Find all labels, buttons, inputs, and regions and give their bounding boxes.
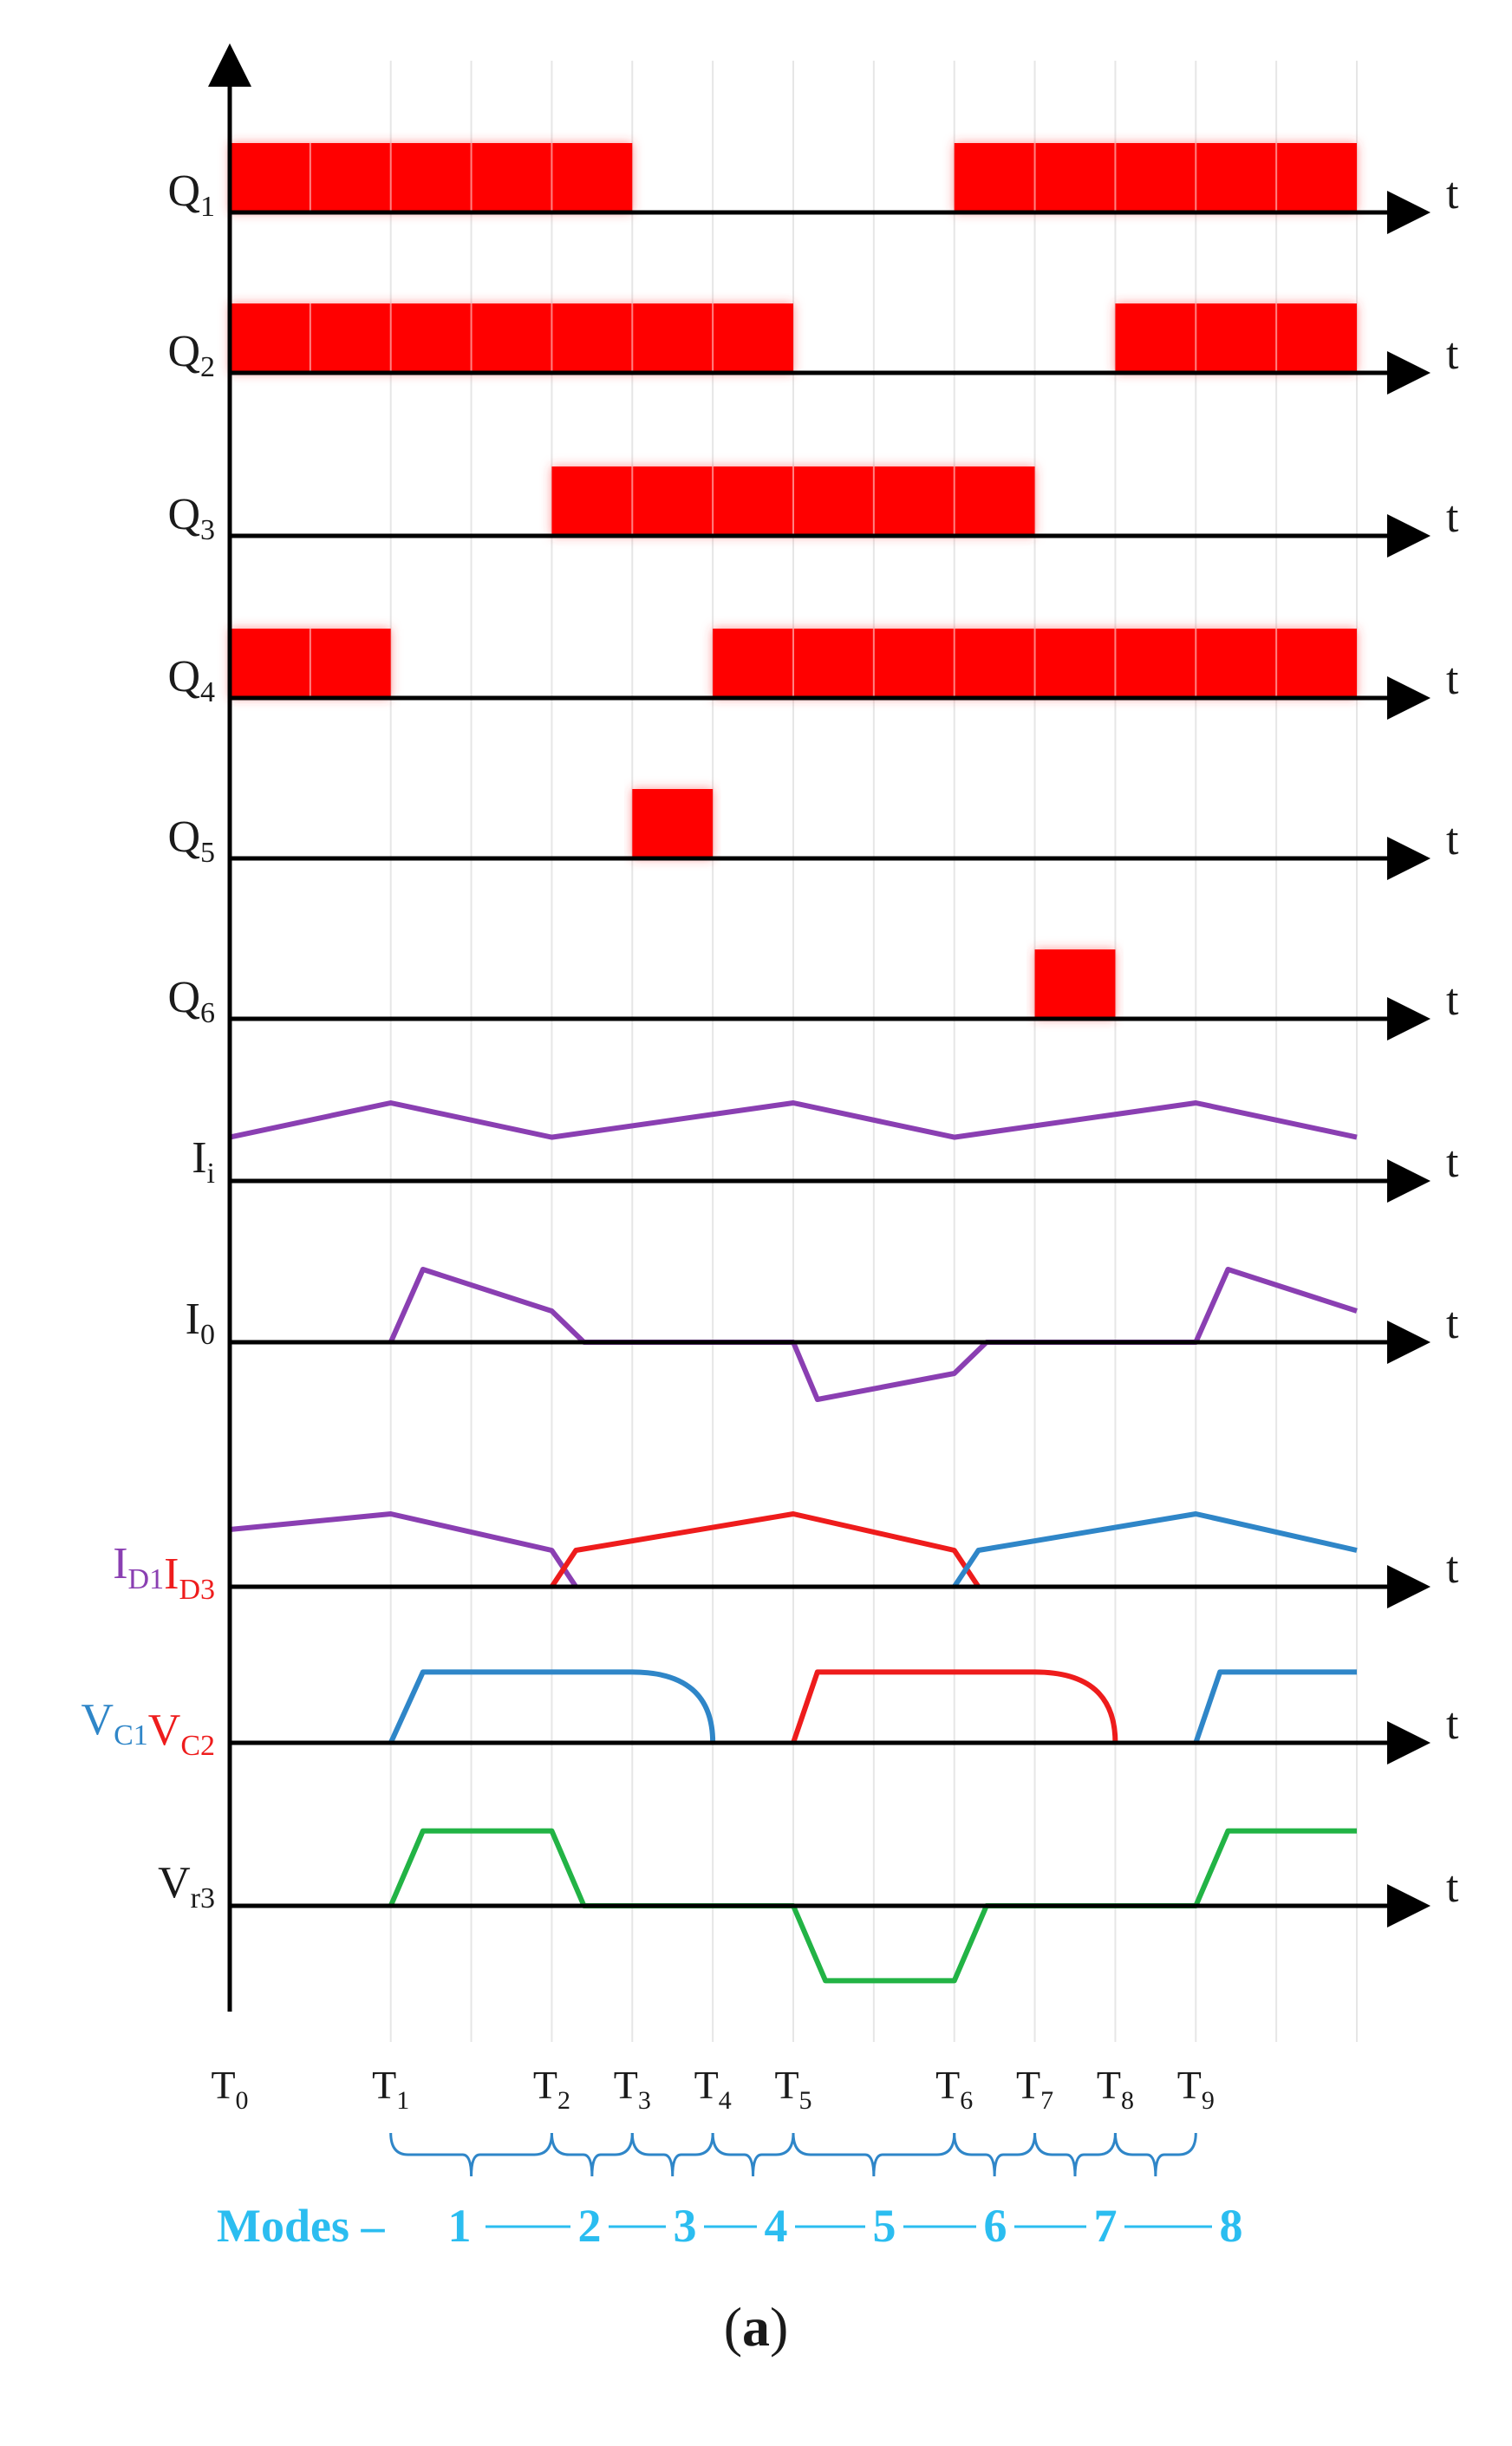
mode-bracket-4	[711, 2132, 795, 2177]
q6-time-symbol: t	[1446, 975, 1459, 1025]
id-time-symbol: t	[1446, 1543, 1459, 1593]
vc-trace-0	[388, 1669, 716, 1745]
ii-trace-0	[229, 1100, 1358, 1140]
q4-time-symbol: t	[1446, 655, 1459, 704]
vr3-trace-0	[388, 1828, 1357, 1984]
vr3-label: Vr3	[158, 1858, 215, 1914]
mode-number-6: 6	[984, 2200, 1007, 2252]
time-marker-t1: T1	[372, 2063, 409, 2115]
q1-on-pulse	[230, 143, 633, 212]
mode-bracket-2	[550, 2132, 634, 2177]
time-marker-t0: T0	[211, 2063, 248, 2115]
mode-number-2: 2	[578, 2200, 602, 2252]
q4-label: Q4	[167, 652, 215, 708]
modes-label: Modes –	[217, 2200, 385, 2252]
i0-trace-0	[388, 1267, 1358, 1402]
vc-trace-1	[791, 1669, 1118, 1744]
q1-label: Q1	[167, 166, 215, 223]
mode-bracket-3	[630, 2132, 714, 2177]
id-label: ID1ID3	[113, 1539, 215, 1606]
q5-label: Q5	[167, 812, 215, 869]
q5-time-symbol: t	[1446, 815, 1459, 864]
id-trace-2	[952, 1511, 1358, 1588]
id-trace-1	[549, 1511, 981, 1588]
id-trace-0	[229, 1511, 578, 1588]
q6-label: Q6	[167, 973, 215, 1029]
i0-time-symbol: t	[1446, 1299, 1459, 1348]
mode-number-8: 8	[1220, 2200, 1243, 2252]
time-marker-t2: T2	[533, 2063, 570, 2115]
ii-label: Ii	[192, 1133, 215, 1190]
time-marker-labels: T0 T1 T2 T3 T4 T5 T6 T7 T8 T9	[211, 2063, 1214, 2115]
q2-time-symbol: t	[1446, 329, 1459, 379]
caption-letter: a	[742, 2296, 770, 2358]
q6-on-pulse	[1034, 949, 1116, 1019]
mode-number-3: 3	[674, 2200, 697, 2252]
mode-number-bg	[440, 2192, 479, 2242]
time-marker-t9: T9	[1177, 2063, 1215, 2115]
time-marker-t5: T5	[774, 2063, 811, 2115]
ii-time-symbol: t	[1446, 1138, 1459, 1187]
q2-label: Q2	[167, 327, 215, 383]
waveform-traces	[229, 1100, 1358, 1984]
mode-number-7: 7	[1094, 2200, 1118, 2252]
q4-on-pulse	[713, 629, 1357, 698]
mode-number-4: 4	[765, 2200, 788, 2252]
time-marker-t7: T7	[1016, 2063, 1053, 2115]
mode-bracket-5	[792, 2132, 956, 2177]
q2-on-pulse	[1115, 303, 1357, 373]
i0-label: I0	[186, 1295, 215, 1351]
vc-label: VC1VC2	[81, 1695, 216, 1762]
q1-on-pulse	[954, 143, 1357, 212]
mode-brackets: 1 2 3 4 5 6 7 8	[389, 2132, 1250, 2252]
mode-number-bg	[1086, 2192, 1124, 2242]
mode-bracket-7	[1033, 2132, 1117, 2177]
q4-on-pulse	[230, 629, 391, 698]
time-marker-t6: T6	[935, 2063, 973, 2115]
mode-number-5: 5	[873, 2200, 896, 2252]
mode-number-bg	[666, 2192, 704, 2242]
mode-number-bg	[976, 2192, 1014, 2242]
vc-trace-2	[1193, 1669, 1357, 1744]
mode-bracket-8	[1113, 2132, 1197, 2177]
time-gridlines	[389, 61, 1358, 2042]
time-marker-t3: T3	[614, 2063, 651, 2115]
figure-caption: (a)	[724, 2296, 789, 2358]
signal-axes: t t t t t t t t t t t	[208, 43, 1459, 2012]
vr3-time-symbol: t	[1446, 1862, 1459, 1912]
mode-number-bg	[1212, 2192, 1250, 2242]
q5-on-pulse	[632, 789, 714, 858]
q1-time-symbol: t	[1446, 169, 1459, 219]
mode-number-bg	[570, 2192, 609, 2242]
time-marker-t8: T8	[1097, 2063, 1134, 2115]
mode-number-bg	[865, 2192, 903, 2242]
time-marker-t4: T4	[694, 2063, 732, 2115]
vc-time-symbol: t	[1446, 1699, 1459, 1749]
q3-label: Q3	[167, 490, 215, 546]
mode-bracket-1	[389, 2132, 553, 2177]
mode-number-1: 1	[448, 2200, 472, 2252]
q2-on-pulse	[230, 303, 793, 373]
signal-labels: Q1 Q2 Q3 Q4 Q5 Q6 Ii I0 ID1ID3 VC1VC2 Vr3	[81, 166, 216, 1914]
q3-on-pulse	[551, 466, 1035, 536]
q3-time-symbol: t	[1446, 492, 1459, 542]
mode-number-bg	[757, 2192, 795, 2242]
mode-bracket-6	[953, 2132, 1037, 2177]
switch-gate-signals	[230, 143, 1357, 1019]
